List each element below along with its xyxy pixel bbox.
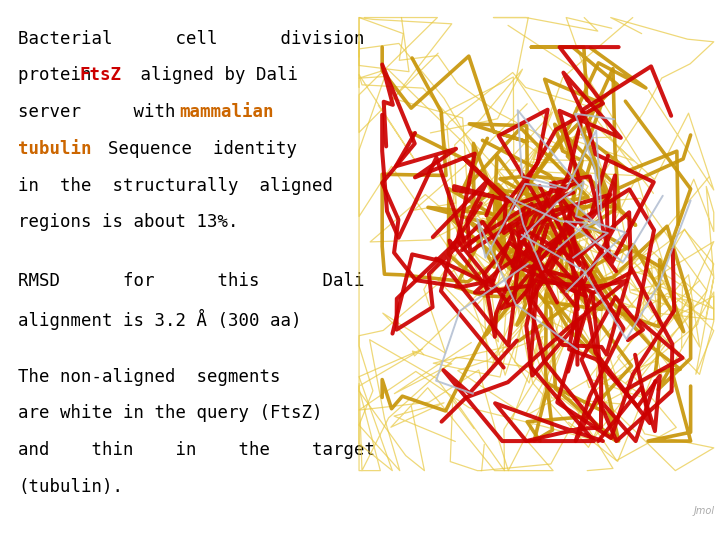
Text: Sequence  identity: Sequence identity — [87, 140, 297, 158]
Text: tubulin: tubulin — [18, 140, 91, 158]
Text: alignment is 3.2 Å (300 aa): alignment is 3.2 Å (300 aa) — [18, 309, 302, 330]
Text: Jmol: Jmol — [693, 506, 714, 516]
Text: The non-aligned  segments: The non-aligned segments — [18, 368, 281, 386]
Text: are white in the query (FtsZ): are white in the query (FtsZ) — [18, 404, 323, 422]
Text: server     with: server with — [18, 103, 228, 121]
Text: aligned by Dali: aligned by Dali — [130, 66, 297, 84]
Text: FtsZ: FtsZ — [80, 66, 122, 84]
Text: RMSD      for      this      Dali: RMSD for this Dali — [18, 272, 364, 290]
Text: regions is about 13%.: regions is about 13%. — [18, 213, 238, 231]
Text: and    thin    in    the    target: and thin in the target — [18, 441, 375, 459]
Text: Bacterial      cell      division: Bacterial cell division — [18, 30, 364, 48]
Text: in  the  structurally  aligned: in the structurally aligned — [18, 177, 333, 194]
Text: (tubulin).: (tubulin). — [18, 478, 123, 496]
Text: protein: protein — [18, 66, 102, 84]
Text: mammalian: mammalian — [179, 103, 274, 121]
